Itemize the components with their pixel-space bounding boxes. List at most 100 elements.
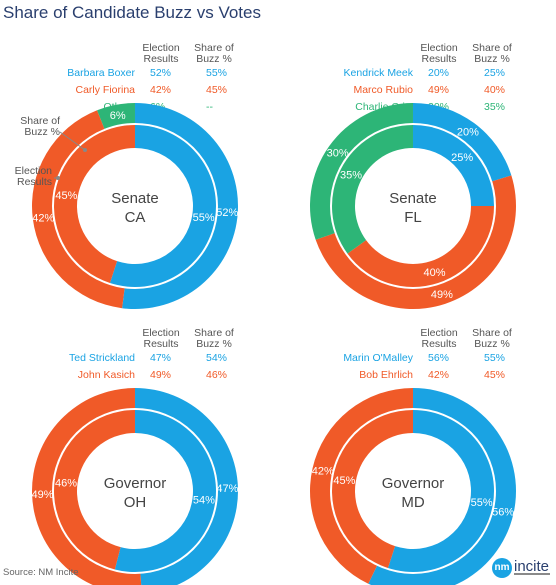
ring-separator [330,123,496,289]
column-header-results: Election Results [142,42,180,65]
donut-center-label: OH [124,494,147,511]
legend-candidate-name: Ted Strickland [69,352,135,364]
inner-ring-slice [347,206,494,288]
legend-candidate-name: Barbara Boxer [67,67,135,79]
outer-ring-slice [413,103,512,182]
inner-ring-label: 46% [55,477,77,489]
outer-ring-slice [315,175,517,310]
nm-incite-logo: nm incite [492,558,552,578]
outer-ring-slice [135,388,238,585]
legend-candidate-name: Marco Rubio [353,84,413,96]
legend-buzz-value: 45% [484,369,506,381]
legend-results-value: 49% [428,84,450,96]
inner-ring-label: 54% [193,495,215,507]
inner-ring-label: 40% [423,267,445,279]
panel-senate-fl: Election Results Share of Buzz % Kendrick … [278,30,548,310]
legend-buzz-value: 55% [206,67,228,79]
donut-center-label: CA [125,209,146,226]
callout-outer-label: Election Results [14,165,52,188]
outer-ring-slice [97,103,135,130]
outer-ring-slice [309,388,413,584]
legend-buzz-value: 54% [206,352,228,364]
outer-ring-label: 6% [110,110,126,122]
legend-candidate-name: Kendrick Meek [343,67,413,79]
panel-governor-oh: Election Results Share of Buzz % Ted Stric… [0,315,270,585]
panel-senate-ca: Election Results Share of Buzz % Barbara B… [0,30,270,309]
column-header-buzz: Share of Buzz % [194,42,234,65]
inner-ring-slice [332,125,413,254]
outer-ring-slice [310,103,413,240]
donut-center-label: Senate [111,190,159,207]
donut-hole [379,457,447,525]
panel-governor-md: Election Results Share of Buzz % Marin O'M… [278,315,548,585]
legend-results-value: 49% [150,369,172,381]
inner-ring-slice [387,410,494,572]
inner-ring-slice [54,410,135,570]
legend-results-value: 42% [428,369,450,381]
outer-ring-slice [32,110,125,309]
logo-text: incite [514,558,550,575]
outer-ring-label: 42% [312,465,334,477]
legend-buzz-value: 45% [206,84,228,96]
inner-ring-label: 45% [55,190,77,202]
legend-candidate-name: Carly Fiorina [75,84,135,96]
donut-hole [379,172,447,240]
legend-results-value: 47% [150,352,172,364]
column-header-results: Election Results [142,327,180,350]
legend-results-value: 42% [150,84,172,96]
donut-center-label: Senate [389,190,437,207]
inner-ring-label: 55% [471,497,493,509]
legend-results-value: 56% [428,352,450,364]
legend-buzz-value: 46% [206,369,228,381]
column-header-buzz: Share of Buzz % [472,327,512,350]
legend-buzz-value: 55% [484,352,506,364]
inner-ring-slice [53,125,135,284]
donut-chart: 56% 42% 55% 45% Governor MD [309,388,516,585]
inner-ring-slice [413,125,494,206]
donut-hole [101,172,169,240]
legend-buzz-value: -- [206,101,213,113]
ring-separator [330,408,496,574]
legend-candidate-name: Marin O'Malley [343,352,413,364]
donut-chart: 20% 49% 30% 25% 40% 35% Senate FL [310,103,517,310]
logo-mark: nm [492,558,512,578]
legend-candidate-name: Bob Ehrlich [359,369,413,381]
inner-ring-label: 55% [193,212,215,224]
outer-ring-label: 30% [327,147,349,159]
callout-inner-label: Share of Buzz % [20,115,60,138]
legend-results-value: 52% [150,67,172,79]
inner-ring-label: 35% [340,169,362,181]
outer-ring-slice [32,388,142,585]
donut-center-label: FL [404,209,422,226]
inner-ring-label: 45% [333,475,355,487]
donut-center-label: MD [401,494,424,511]
legend-buzz-value: 40% [484,84,506,96]
column-header-buzz: Share of Buzz % [194,327,234,350]
legend-buzz-value: 25% [484,67,506,79]
logo-underline [514,573,550,575]
outer-ring-label: 20% [457,127,479,139]
ring-separator [52,408,218,574]
legend-candidate-name: John Kasich [77,369,135,381]
chart-title: Share of Candidate Buzz vs Votes [3,3,261,22]
column-header-results: Election Results [420,327,458,350]
inner-ring-label: 25% [451,152,473,164]
legend-results-value: 20% [428,67,450,79]
outer-ring-label: 49% [32,489,54,501]
inner-ring-slice [331,410,413,569]
source-note: Source: NM Incite [3,567,79,578]
inner-ring-slice [109,125,216,287]
outer-ring-label: 52% [216,207,238,219]
legend-buzz-value: 35% [484,101,506,113]
column-header-buzz: Share of Buzz % [472,42,512,65]
outer-ring-label: 47% [216,483,238,495]
column-header-results: Election Results [420,42,458,65]
donut-hole [101,457,169,525]
outer-ring-slice [368,388,516,585]
donut-center-label: Governor [104,475,167,492]
outer-ring-slice [122,103,238,309]
donut-center-label: Governor [382,475,445,492]
inner-ring-slice [114,410,216,572]
outer-ring-label: 56% [492,507,514,519]
donut-chart: 47% 49% 54% 46% Governor OH [32,388,239,585]
